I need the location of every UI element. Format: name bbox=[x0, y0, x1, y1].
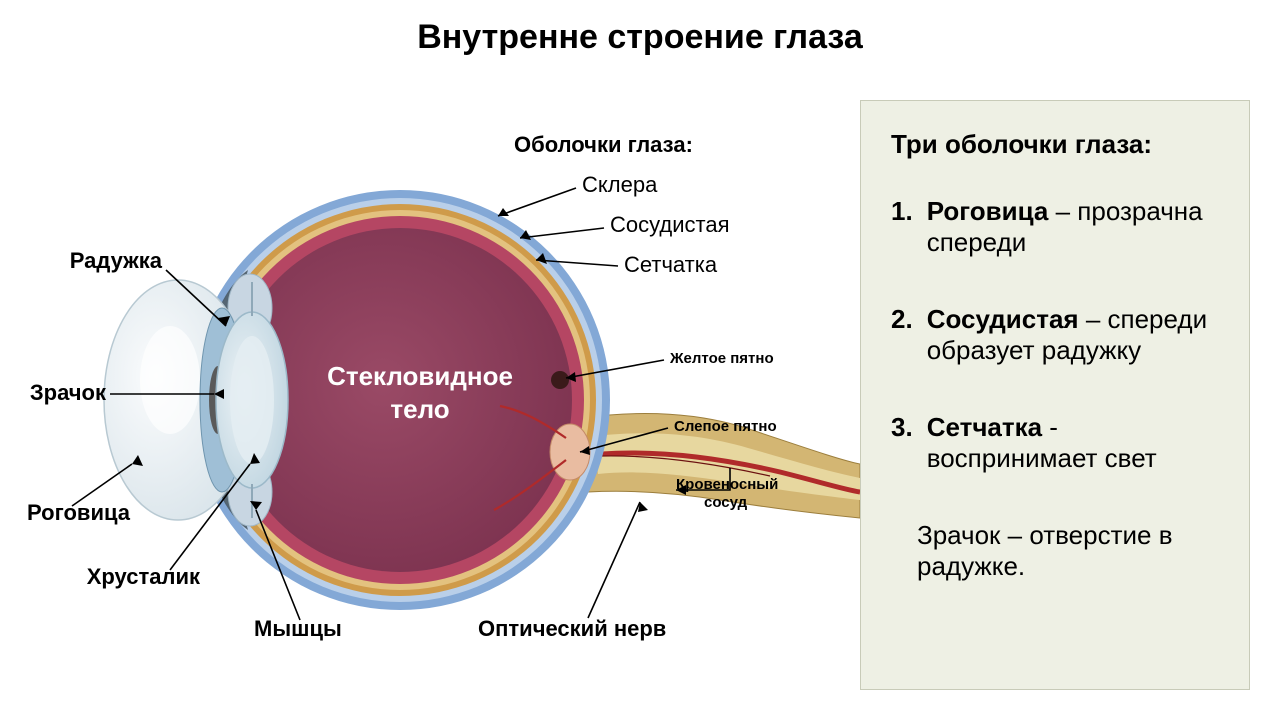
item-term: Сосудистая bbox=[927, 304, 1079, 334]
label-cornea: Роговица bbox=[0, 500, 130, 526]
label-group-title: Оболочки глаза: bbox=[514, 132, 693, 158]
page-title: Внутренне строение глаза bbox=[0, 18, 1280, 57]
label-sclera: Склера bbox=[582, 172, 657, 198]
label-muscles: Мышцы bbox=[254, 616, 342, 642]
sidebar-footnote: Зрачок – отверстие в радужке. bbox=[891, 520, 1219, 582]
eye-diagram: Оболочки глаза: Склера Сосудистая Сетчат… bbox=[0, 60, 860, 720]
label-blind-spot: Слепое пятно bbox=[674, 418, 777, 435]
label-vessel-2: сосуд bbox=[704, 494, 747, 511]
label-retina: Сетчатка bbox=[624, 252, 717, 278]
item-num: 3. bbox=[891, 412, 913, 474]
label-iris: Радужка bbox=[40, 248, 162, 274]
sidebar-panel: Три оболочки глаза: 1. Роговица – прозра… bbox=[860, 100, 1250, 690]
item-desc: воспринимает свет bbox=[927, 443, 1157, 473]
sidebar-item-1: 1. Роговица – прозрачна спереди bbox=[891, 196, 1219, 258]
label-vitreous-l2: тело bbox=[390, 394, 449, 424]
sidebar-list: 1. Роговица – прозрачна спереди 2. Сосуд… bbox=[891, 196, 1219, 474]
label-pupil: Зрачок bbox=[8, 380, 106, 406]
label-macula: Желтое пятно bbox=[670, 350, 774, 367]
label-choroid: Сосудистая bbox=[610, 212, 730, 238]
sidebar-title: Три оболочки глаза: bbox=[891, 129, 1219, 160]
sidebar-item-3: 3. Сетчатка - воспринимает свет bbox=[891, 412, 1219, 474]
item-num: 1. bbox=[891, 196, 913, 258]
item-term: Роговица bbox=[927, 196, 1049, 226]
item-sep: – bbox=[1079, 304, 1108, 334]
item-sep: – bbox=[1048, 196, 1077, 226]
item-num: 2. bbox=[891, 304, 913, 366]
macula-shape bbox=[551, 371, 569, 389]
label-vitreous: Стекловидное тело bbox=[310, 360, 530, 425]
label-nerve: Оптический нерв bbox=[478, 616, 666, 642]
item-term: Сетчатка bbox=[927, 412, 1042, 442]
label-vessel-1: Кровеносный bbox=[676, 476, 778, 493]
sidebar-item-2: 2. Сосудистая – спереди образует радужку bbox=[891, 304, 1219, 366]
item-sep: - bbox=[1042, 412, 1058, 442]
label-lens: Хрусталик bbox=[40, 564, 200, 590]
label-vitreous-l1: Стекловидное bbox=[327, 361, 513, 391]
